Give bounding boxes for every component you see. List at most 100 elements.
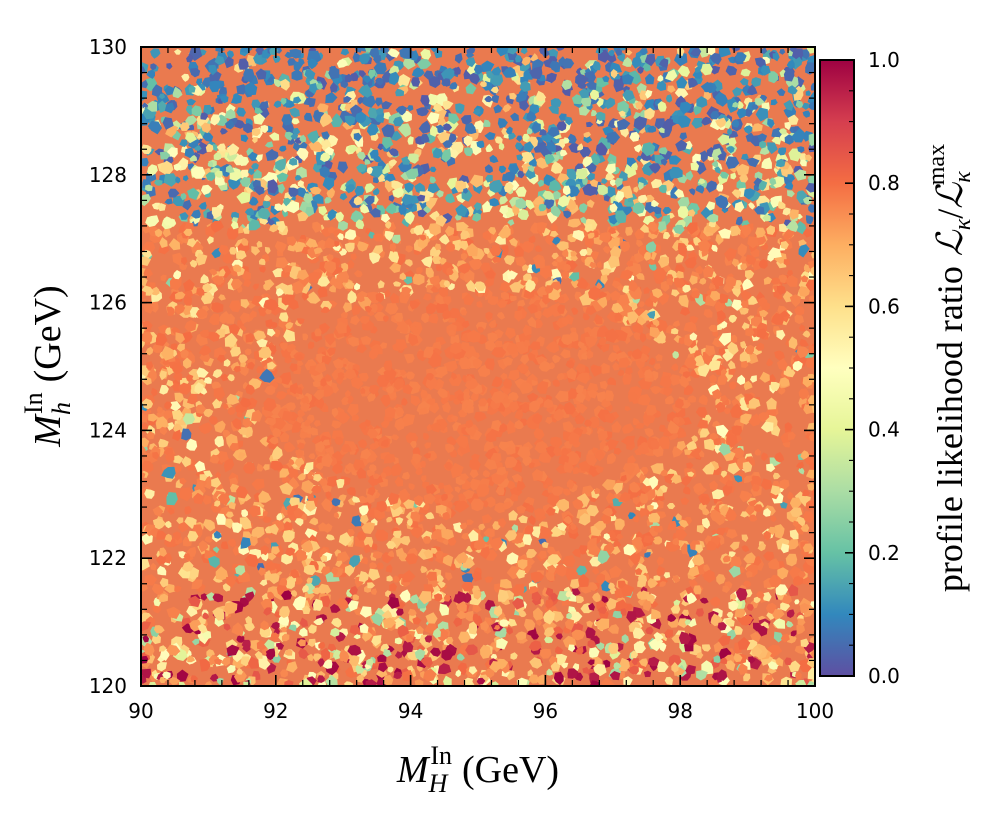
scatter-point <box>159 237 168 248</box>
scatter-point <box>201 76 212 89</box>
scatter-point <box>168 238 181 251</box>
scatter-point <box>294 175 302 181</box>
scatter-point <box>168 507 175 515</box>
scatter-point <box>759 309 769 318</box>
scatter-point <box>614 587 626 598</box>
scatter-point <box>731 189 742 199</box>
scatter-point <box>761 157 772 169</box>
scatter-point <box>779 479 790 490</box>
scatter-point <box>441 648 454 661</box>
scatter-point <box>518 515 528 524</box>
scatter-point <box>709 480 718 491</box>
scatter-point <box>560 270 569 280</box>
scatter-point <box>668 155 682 165</box>
scatter-point <box>362 93 376 108</box>
scatter-point <box>472 604 482 613</box>
scatter-point <box>510 112 519 121</box>
scatter-point <box>284 680 294 686</box>
scatter-point <box>289 48 302 59</box>
scatter-point <box>499 579 513 589</box>
scatter-point <box>500 372 508 380</box>
scatter-point <box>242 270 251 282</box>
scatter-point <box>720 470 728 478</box>
scatter-point <box>181 73 190 82</box>
scatter-point <box>453 617 463 627</box>
scatter-point <box>183 279 195 292</box>
scatter-point <box>555 654 568 666</box>
scatter-point <box>786 634 797 644</box>
scatter-point <box>487 332 499 342</box>
scatter-point <box>673 599 681 607</box>
scatter-point <box>142 225 151 234</box>
scatter-point <box>269 132 280 141</box>
scatter-point <box>699 597 709 604</box>
scatter-point <box>619 127 629 138</box>
scatter-point <box>251 246 261 256</box>
scatter-point <box>518 609 527 618</box>
scatter-point <box>567 218 582 228</box>
scatter-point <box>402 57 416 70</box>
scatter-point <box>233 670 247 683</box>
scatter-point <box>662 207 672 215</box>
scatter-point <box>236 191 251 204</box>
scatter-point <box>763 276 773 285</box>
scatter-point <box>584 236 595 249</box>
scatter-point <box>442 511 450 521</box>
scatter-point <box>264 141 274 148</box>
scatter-point <box>167 422 175 431</box>
scatter-point <box>387 550 395 557</box>
scatter-point <box>263 537 272 545</box>
scatter-point <box>787 584 799 597</box>
scatter-point <box>629 481 641 493</box>
scatter-point <box>152 518 167 531</box>
scatter-point <box>244 623 255 632</box>
scatter-point <box>353 633 361 640</box>
scatter-point <box>437 118 447 127</box>
scatter-point <box>706 201 716 211</box>
scatter-point <box>529 101 539 115</box>
scatter-point <box>788 336 798 350</box>
scatter-point <box>728 137 737 147</box>
scatter-point <box>802 110 811 118</box>
scatter-point <box>179 122 190 131</box>
scatter-point <box>585 454 598 467</box>
scatter-point <box>666 503 676 510</box>
scatter-point <box>585 305 597 315</box>
scatter-point <box>449 563 456 571</box>
scatter-point <box>569 578 581 590</box>
scatter-point <box>282 210 288 218</box>
scatter-point <box>238 354 248 363</box>
scatter-point <box>423 70 434 80</box>
scatter-point <box>768 374 776 385</box>
scatter-point <box>145 215 160 227</box>
scatter-point <box>312 221 322 233</box>
scatter-point <box>645 626 654 635</box>
scatter-point <box>260 125 269 134</box>
scatter-point <box>350 315 360 326</box>
scatter-point <box>579 249 588 257</box>
scatter-point <box>808 175 815 186</box>
scatter-point <box>711 529 718 535</box>
scatter-point <box>786 620 794 628</box>
scatter-point <box>613 329 628 342</box>
scatter-point <box>276 220 286 233</box>
scatter-point <box>653 575 661 581</box>
scatter-point <box>401 397 408 406</box>
scatter-point <box>336 551 350 563</box>
scatter-point <box>599 380 608 390</box>
scatter-point <box>524 199 535 210</box>
scatter-point <box>785 274 798 287</box>
scatter-point <box>754 448 761 456</box>
scatter-point <box>555 646 564 654</box>
scatter-point <box>520 47 528 55</box>
scatter-point <box>154 228 163 238</box>
scatter-point <box>337 161 348 174</box>
scatter-point <box>740 68 751 77</box>
scatter-point <box>420 475 427 483</box>
scatter-point <box>237 427 248 435</box>
scatter-point <box>311 435 322 445</box>
scatter-point <box>799 324 806 332</box>
scatter-point <box>180 349 189 359</box>
scatter-point <box>223 518 235 529</box>
scatter-point <box>418 120 431 134</box>
